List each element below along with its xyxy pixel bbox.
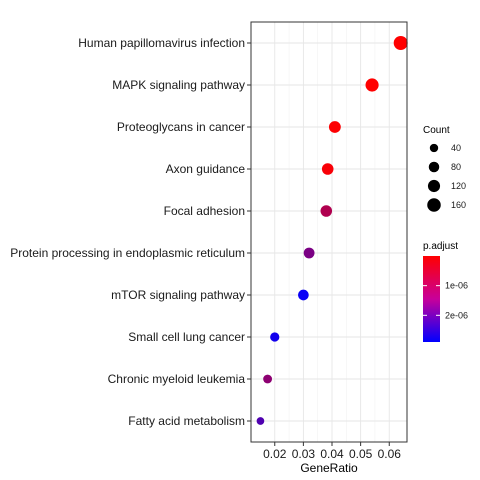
data-points [256,36,408,425]
legend-color-bar [423,256,440,342]
x-axis: 0.02 0.03 0.04 0.05 0.06 [263,442,401,461]
x-tick-label: 0.02 [263,447,287,461]
panel-background [251,22,407,442]
y-tick-label: Proteoglycans in cancer [117,120,245,134]
legend-p-adjust: p.adjust 1e-06 2e-06 [423,241,468,342]
grid-major [251,22,407,442]
y-tick-label: Fatty acid metabolism [128,414,245,428]
legend-color-label: 2e-06 [445,310,468,320]
y-tick-label: Focal adhesion [164,204,245,218]
legend-count-key [427,198,441,212]
x-tick-label: 0.03 [292,447,316,461]
legend-p-adjust-title: p.adjust [423,241,458,252]
data-point [263,374,273,384]
x-axis-title: GeneRatio [300,461,358,475]
y-axis: Human papillomavirus infection MAPK signa… [10,36,251,428]
data-point [365,78,379,92]
legend-count-key [427,179,441,193]
grid-minor [288,22,376,442]
legend-count-key [429,143,439,153]
data-point [270,332,280,342]
data-point [303,247,315,259]
y-tick-label: Chronic myeloid leukemia [108,372,246,386]
y-tick-label: mTOR signaling pathway [111,288,245,302]
legend-count: Count 40 80 120 160 [423,125,466,212]
legend-count-label: 40 [451,143,461,153]
y-tick-label: Axon guidance [166,162,246,176]
data-point [393,36,408,50]
legend-count-title: Count [423,125,450,136]
x-tick-label: 0.06 [378,447,402,461]
legend-count-label: 160 [451,200,466,210]
panel-border [250,21,408,443]
legend-count-label: 120 [451,181,466,191]
data-point [328,121,341,133]
y-tick-label: Protein processing in endoplasmic reticu… [10,246,245,260]
x-tick-label: 0.04 [320,447,344,461]
legend-color-label: 1e-06 [445,281,468,291]
y-tick-label: Small cell lung cancer [128,330,245,344]
x-tick-label: 0.05 [349,447,373,461]
data-point [298,289,309,301]
data-point [256,417,265,425]
legend-count-label: 80 [451,162,461,172]
y-tick-label: Human papillomavirus infection [78,36,245,50]
data-point [321,163,334,175]
y-tick-label: MAPK signaling pathway [112,78,245,92]
legend-count-key [428,161,440,173]
data-point [320,205,333,217]
